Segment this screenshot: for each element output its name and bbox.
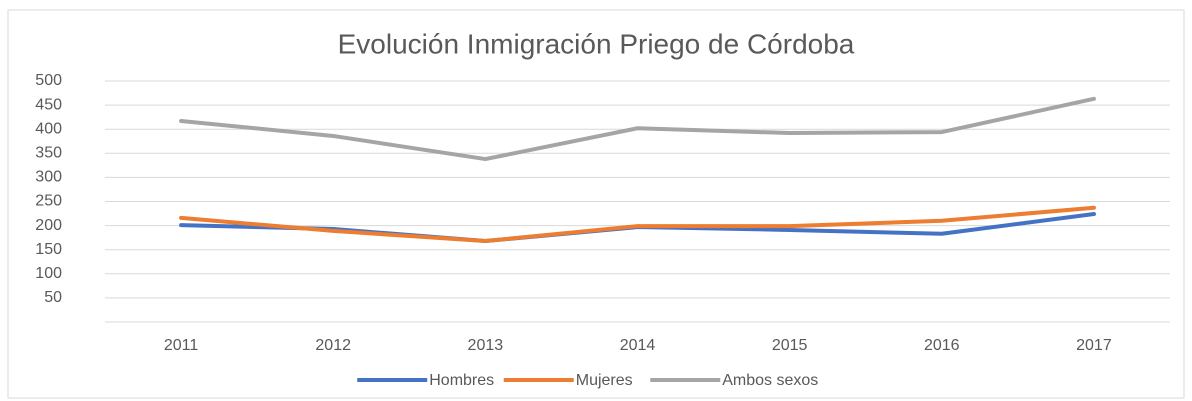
x-tick-label: 2015 [772, 337, 808, 354]
y-tick-label: 50 [44, 289, 62, 306]
y-tick-label: 400 [35, 120, 62, 137]
y-tick-label: 100 [35, 265, 62, 282]
y-tick-label: 300 [35, 169, 62, 186]
chart-border [7, 9, 1185, 399]
y-tick-label: 350 [35, 145, 62, 162]
x-tick-label: 2017 [1076, 337, 1112, 354]
legend-label: Mujeres [576, 372, 633, 389]
x-tick-label: 2013 [468, 337, 504, 354]
y-tick-label: 500 [35, 72, 62, 89]
x-tick-label: 2012 [315, 337, 351, 354]
y-tick-label: 200 [35, 217, 62, 234]
legend-label: Ambos sexos [722, 372, 818, 389]
x-tick-label: 2016 [924, 337, 960, 354]
y-tick-label: 250 [35, 193, 62, 210]
legend-label: Hombres [429, 372, 494, 389]
y-tick-label: 450 [35, 96, 62, 113]
x-tick-label: 2011 [164, 337, 199, 354]
line-series [179, 205, 1096, 244]
line-series [179, 96, 1096, 162]
x-tick-label: 2014 [620, 337, 656, 354]
y-tick-label: 150 [35, 241, 62, 258]
chart-title: Evolución Inmigración Priego de Córdoba [338, 28, 855, 59]
